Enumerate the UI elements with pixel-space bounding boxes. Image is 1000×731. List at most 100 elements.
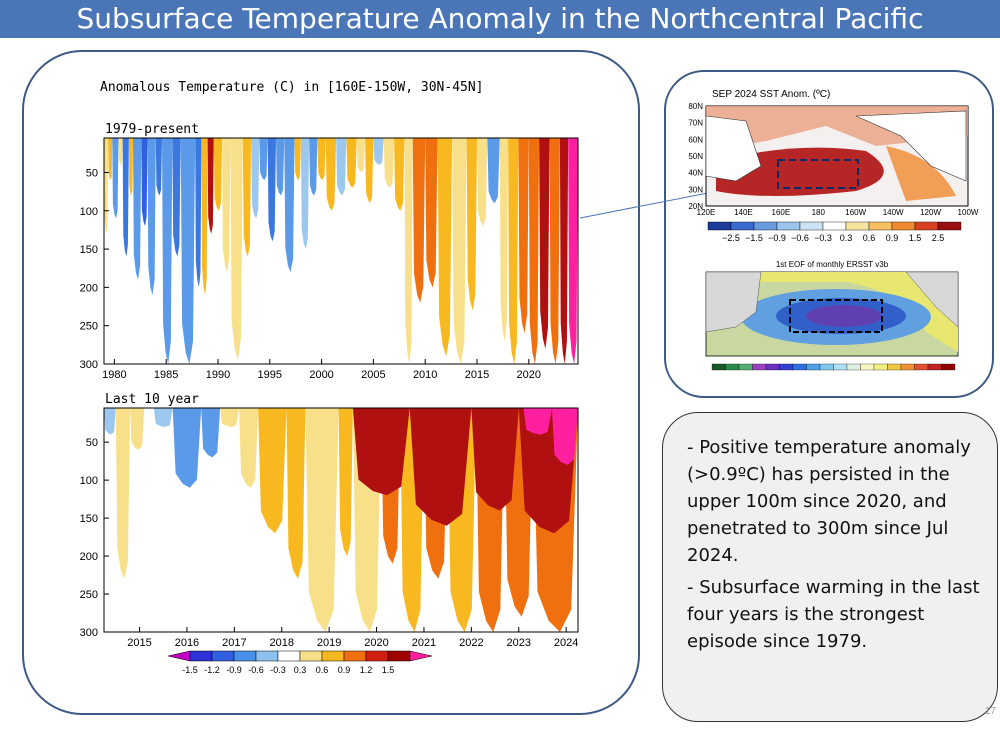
top-band-15 (207, 138, 214, 234)
top-ytick-label: 250 (80, 321, 98, 333)
top-band-2 (112, 138, 119, 219)
bottom-band-4 (172, 408, 202, 488)
top-band-19 (242, 138, 252, 257)
top-band-44 (487, 138, 500, 204)
top-xtick-label: 2020 (517, 369, 541, 381)
top-band-7 (141, 138, 148, 227)
legend-label-0: -1.5 (182, 665, 198, 675)
bottom-xtick-label: 2017 (222, 637, 246, 649)
top-band-12 (180, 138, 196, 364)
legend-label-3: -0.6 (248, 665, 264, 675)
bottom-ytick-label: 200 (80, 551, 98, 563)
top-band-40 (437, 138, 453, 357)
bottom-band-6 (220, 408, 240, 427)
bottom-overlay-0 (352, 408, 410, 496)
top-band-17 (222, 138, 231, 273)
top-band-52 (568, 138, 578, 364)
bottom-ytick-label: 100 (80, 475, 98, 487)
top-xtick-label: 2000 (309, 369, 333, 381)
legend-swatch-6 (299, 650, 323, 662)
top-band-49 (539, 138, 550, 349)
top-band-16 (213, 138, 223, 211)
top-band-38 (412, 138, 426, 303)
legend-label-5: 0.3 (294, 665, 307, 675)
top-band-50 (549, 138, 560, 364)
bottom-band-11 (338, 408, 353, 557)
bottom-ytick-label: 300 (80, 627, 98, 639)
top-ytick-label: 50 (86, 167, 98, 179)
top-band-37 (404, 138, 413, 364)
legend-swatch-8 (343, 650, 367, 662)
bottom-xtick-label: 2020 (364, 637, 388, 649)
bottom-xtick-label: 2021 (412, 637, 436, 649)
top-band-14 (201, 138, 208, 296)
top-band-4 (122, 138, 129, 257)
bottom-xtick-label: 2019 (317, 637, 341, 649)
top-band-10 (162, 138, 173, 364)
bottom-xtick-label: 2015 (127, 637, 151, 649)
top-ytick-label: 100 (80, 206, 98, 218)
bottom-band-3 (153, 408, 173, 427)
top-band-35 (383, 138, 395, 188)
legend-label-8: 1.2 (360, 665, 373, 675)
legend-swatch-3 (233, 650, 257, 662)
bottom-xtick-label: 2024 (554, 637, 578, 649)
legend-swatch-0 (167, 650, 191, 662)
legend-label-9: 1.5 (382, 665, 395, 675)
subplot-label-full: 1979-present (105, 122, 199, 137)
top-band-5 (128, 138, 133, 196)
bottom-xtick-label: 2023 (507, 637, 531, 649)
top-xtick-label: 1985 (154, 369, 178, 381)
top-band-45 (499, 138, 509, 341)
top-xtick-label: 1995 (258, 369, 282, 381)
bottom-band-2 (130, 408, 145, 450)
top-band-48 (528, 138, 540, 364)
top-xtick-label: 2015 (465, 369, 489, 381)
top-band-18 (230, 138, 243, 361)
top-band-46 (508, 138, 519, 364)
top-band-20 (251, 138, 260, 219)
top-xtick-label: 2005 (361, 369, 385, 381)
legend-swatch-11 (409, 650, 433, 662)
bullet-1: - Positive temperature anomaly (>0.9ºC) … (687, 437, 971, 566)
bottom-xtick-label: 2016 (175, 637, 199, 649)
bottom-overlay-2 (471, 408, 519, 511)
legend-label-2: -0.9 (226, 665, 242, 675)
legend-swatch-7 (321, 650, 345, 662)
bottom-band-5 (201, 408, 221, 458)
bottom-overlay-1 (409, 408, 472, 526)
top-xtick-label: 1990 (206, 369, 230, 381)
top-band-21 (259, 138, 268, 181)
bottom-band-8 (258, 408, 287, 534)
top-band-36 (394, 138, 405, 211)
legend-swatch-4 (255, 650, 279, 662)
top-band-3 (118, 138, 123, 165)
top-band-0 (104, 138, 109, 234)
legend-swatch-10 (387, 650, 411, 662)
bottom-ytick-label: 150 (80, 513, 98, 525)
bottom-overlay-5 (551, 408, 578, 465)
top-band-32 (356, 138, 366, 173)
map-panel (664, 70, 994, 398)
summary-panel (662, 412, 998, 722)
bottom-ytick-label: 250 (80, 589, 98, 601)
bottom-overlay-4 (523, 408, 552, 435)
top-band-28 (317, 138, 326, 181)
top-band-29 (325, 138, 337, 211)
top-band-1 (108, 138, 113, 181)
legend-label-6: 0.6 (316, 665, 329, 675)
top-ytick-label: 150 (80, 244, 98, 256)
bottom-ytick-label: 50 (86, 437, 98, 449)
legend-label-4: -0.3 (270, 665, 286, 675)
top-band-22 (267, 138, 276, 242)
bottom-plot-frame (103, 407, 579, 633)
top-band-41 (452, 138, 467, 364)
legend-swatch-1 (189, 650, 213, 662)
bullet-2: - Subsurface warming in the last four ye… (687, 577, 980, 652)
top-band-25 (294, 138, 301, 181)
top-band-30 (336, 138, 347, 196)
legend-swatch-2 (211, 650, 235, 662)
top-band-51 (559, 138, 569, 364)
top-band-42 (466, 138, 477, 311)
top-xtick-label: 2010 (413, 369, 437, 381)
